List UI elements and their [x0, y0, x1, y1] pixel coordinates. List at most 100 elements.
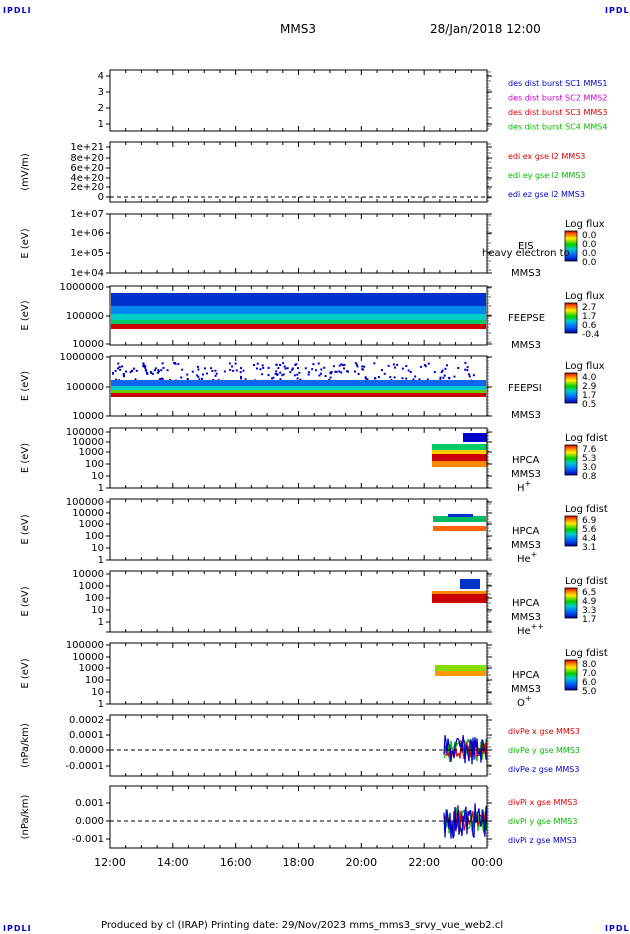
ytick-label-p5-0: 1000000 — [59, 352, 104, 363]
feepsi-speck — [312, 363, 315, 366]
ylabel-p6: E (eV) — [20, 443, 31, 473]
feepsi-speck — [291, 367, 294, 370]
feepsi-speck — [154, 367, 157, 370]
feepsi-speck — [156, 371, 159, 374]
feepsi-speck — [304, 367, 307, 370]
instrument-label-p7: HPCA — [512, 526, 540, 537]
feepsi-speck — [440, 371, 443, 374]
instrument-label-p4: FEEPSE — [508, 313, 545, 324]
feepsi-speck — [116, 367, 119, 370]
feepsi-speck — [296, 367, 299, 370]
colorbar-tick-p6-0: 7.6 — [582, 445, 597, 455]
feepsi-speck — [281, 374, 284, 377]
feepsi-speck — [466, 366, 469, 369]
legend-p10-1: divPe y gse MMS3 — [508, 746, 580, 755]
feepsi-speck — [318, 374, 321, 377]
panel-p3 — [106, 213, 578, 274]
feepsi-speck — [405, 377, 408, 380]
species-label-p6: H+ — [517, 479, 531, 494]
feepsi-speck — [262, 366, 265, 369]
feepsi-speck — [160, 369, 163, 372]
feepsi-speck — [296, 377, 299, 380]
feepsi-speck — [279, 363, 282, 366]
ytick-label-p9-4: 10 — [91, 687, 104, 698]
feepsi-speck — [201, 377, 204, 380]
colorbar-p9 — [564, 659, 578, 691]
feepsi-speck — [142, 365, 145, 368]
xaxis-tick-label-5: 22:00 — [408, 856, 440, 869]
feepsi-speck — [340, 363, 343, 366]
panel-p10 — [106, 714, 492, 777]
feepsi-speck — [373, 377, 376, 380]
feepsi-speck — [441, 369, 444, 372]
feepsi-speck — [338, 364, 341, 367]
feepsi-speck — [354, 362, 357, 365]
colorbar-title-p8: Log fdist — [565, 576, 608, 587]
feepsi-speck — [467, 373, 470, 376]
feepsi-speck — [153, 369, 156, 372]
ylabel-p7: E (eV) — [20, 514, 31, 544]
feepsi-speck — [186, 378, 189, 381]
oplus-band-green — [435, 665, 486, 671]
feepsi-speck — [209, 367, 212, 370]
feepsi-speck — [144, 368, 147, 371]
xaxis-tick-label-2: 16:00 — [220, 856, 252, 869]
colorbar-tick-p4-3: -0.4 — [582, 330, 600, 340]
feepsi-speck — [444, 367, 447, 370]
ytick-label-p1-3: 4 — [98, 71, 104, 82]
ytick-label-p7-2: 1000 — [79, 519, 104, 530]
ylabel-p8: E (eV) — [20, 586, 31, 616]
heplus-band-orange — [433, 526, 486, 531]
hplus-band-green — [432, 444, 487, 454]
legend-p2-2: edi ez gse l2 MMS3 — [508, 190, 585, 199]
series-p11-2 — [443, 803, 488, 839]
ytick-label-p1-2: 3 — [98, 87, 104, 98]
colorbar-tick-p7-2: 4.4 — [582, 534, 597, 544]
feepsi-speck — [161, 362, 164, 365]
feepsi-speck — [464, 368, 467, 371]
instrument-label-p5: FEEPSI — [508, 383, 542, 394]
ytick-label-p10-1: 0.0001 — [69, 730, 104, 741]
feepsi-speck — [144, 365, 147, 368]
colorbar-tick-p6-2: 3.0 — [582, 463, 597, 473]
colorbar-p4 — [564, 302, 578, 334]
colorbar-tick-p7-1: 5.6 — [582, 525, 597, 535]
feepsi-speck — [130, 369, 133, 372]
heplus-band-blue — [448, 514, 473, 517]
ytick-label-p7-0: 100000 — [66, 497, 104, 508]
colorbar-tick-p4-2: 0.6 — [582, 321, 597, 331]
ytick-label-p9-5: 1 — [98, 699, 104, 710]
colorbar-title-p6: Log fdist — [565, 433, 608, 444]
feepsi-speck — [294, 364, 297, 367]
panel-p5 — [106, 355, 578, 417]
feepsi-speck — [151, 372, 154, 375]
panel-frame-p10 — [109, 714, 488, 777]
feepsi-speck — [119, 368, 122, 371]
feepsi-speck — [439, 377, 442, 380]
colorbar-tick-p6-3: 0.8 — [582, 472, 597, 482]
colorbar-p8 — [564, 587, 578, 619]
feepsi-speck — [424, 365, 427, 368]
feepsi-speck — [296, 373, 299, 376]
colorbar-p6 — [564, 444, 578, 476]
feepsi-speck — [214, 374, 217, 377]
colorbar-p7 — [564, 515, 578, 547]
feepsi-speck — [394, 366, 397, 369]
feepsi-speck — [275, 363, 278, 366]
ytick-label-p8-1: 1000 — [79, 581, 104, 592]
feepsi-speck — [133, 367, 136, 370]
xaxis-tick-label-4: 20:00 — [345, 856, 377, 869]
feepsi-speck — [117, 362, 120, 365]
ytick-label-p4-1: 100000 — [66, 311, 104, 322]
feepsi-speck — [317, 362, 320, 365]
feepsi-speck — [146, 372, 149, 375]
feepsi-speck — [159, 378, 162, 381]
ytick-label-p6-0: 100000 — [66, 427, 104, 438]
colorbar-title-p4: Log flux — [565, 291, 605, 302]
feepsi-speck — [215, 372, 218, 375]
xaxis-tick-label-6: 00:00 — [471, 856, 503, 869]
feepsi-speck — [373, 362, 376, 365]
date-time-title: 28/Jan/2018 12:00 — [430, 22, 541, 36]
colorbar-tick-p6-1: 5.3 — [582, 454, 596, 464]
feepsi-speck — [181, 368, 184, 371]
